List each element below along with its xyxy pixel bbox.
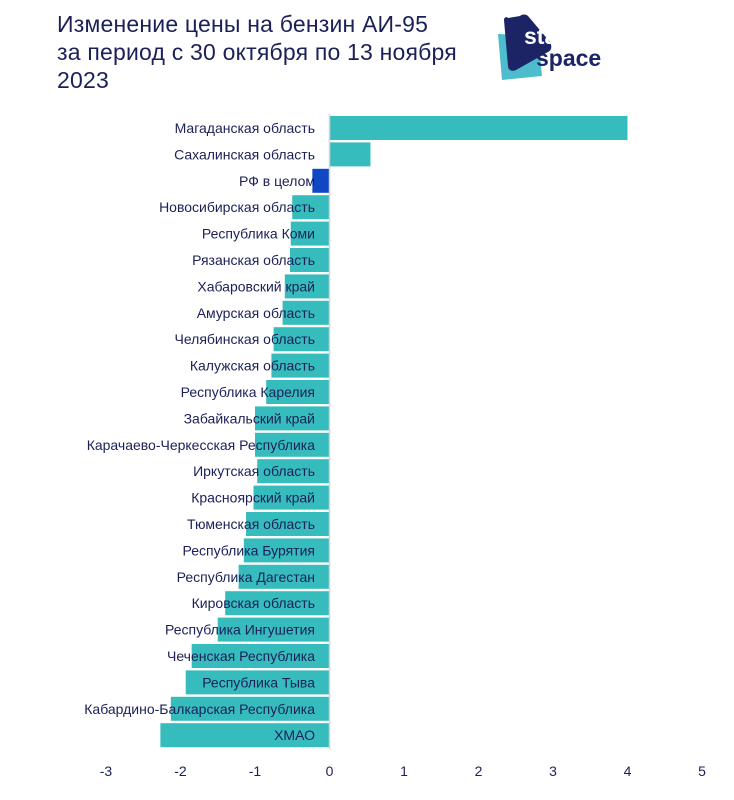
statspace-logo: stat space [498,14,601,80]
logo-text-space: space [536,45,601,71]
x-tick-label-1: -3 [100,763,113,779]
category-label-1: Магаданская область [175,120,315,136]
bar-14 [257,459,330,484]
bar-2 [329,142,371,167]
bar-1 [329,116,628,140]
category-label-7: Хабаровский край [197,278,315,294]
category-label-24: ХМАО [274,727,315,743]
bar-13 [255,432,330,457]
bar-18 [238,564,330,589]
bar-5 [290,221,330,246]
bar-20 [217,617,330,642]
x-tick-label-6: 2 [475,763,483,779]
x-tick-label-2: -2 [174,763,187,779]
bar-10 [271,353,330,378]
category-label-17: Республика Бурятия [183,542,315,558]
category-label-21: Чеченская Республика [167,648,315,664]
bar-9 [273,327,330,352]
category-label-19: Кировская область [192,595,315,611]
category-label-16: Тюменская область [187,516,315,532]
bar-21 [191,644,330,668]
bar-8 [282,300,330,325]
category-label-20: Республика Ингушетия [165,622,315,638]
category-label-2: Сахалинская область [174,146,315,162]
category-labels: Магаданская область Сахалинская область РФ… [84,120,315,743]
logo-front-shape [504,14,552,71]
x-tick-label-9: 5 [698,763,706,779]
bar-12 [255,406,330,431]
category-label-18: Республика Дагестан [177,569,315,585]
category-label-14: Иркутская область [193,463,315,479]
category-label-6: Рязанская область [192,252,315,268]
category-label-8: Амурская область [197,305,315,321]
bar-22 [185,670,330,695]
x-tick-label-5: 1 [400,763,408,779]
bar-11 [266,380,330,404]
category-label-13: Карачаево-Черкесская Республика [87,437,316,453]
x-tick-labels: -3 -2 -1 0 1 2 3 4 5 [100,763,706,779]
bars-layer [160,116,628,748]
bar-4 [292,195,330,220]
bar-16 [246,512,330,536]
x-tick-label-7: 3 [549,763,557,779]
x-tick-label-3: -1 [249,763,262,779]
bar-19 [225,591,330,616]
category-label-9: Челябинская область [175,331,316,347]
category-label-11: Республика Карелия [181,384,315,400]
bar-7 [284,274,330,299]
x-tick-label-4: 0 [326,763,334,779]
category-label-22: Республика Тыва [202,674,315,690]
category-label-10: Калужская область [190,358,315,374]
logo-text-stat: stat [524,23,565,49]
bar-17 [243,538,330,563]
category-label-4: Новосибирская область [159,199,315,215]
bar-3 [312,168,330,193]
bar-6 [290,248,330,272]
category-label-12: Забайкальский край [184,410,315,426]
bar-24 [160,723,330,748]
category-label-23: Кабардино-Балкарская Республика [84,701,315,717]
category-label-5: Республика Коми [202,226,315,242]
category-label-15: Красноярский край [191,490,315,506]
bar-15 [253,485,330,510]
bar-23 [170,696,330,721]
category-label-3: РФ в целом [239,173,315,189]
x-tick-label-8: 4 [624,763,632,779]
chart-title: Изменение цены на бензин АИ-95 за период… [57,11,457,93]
